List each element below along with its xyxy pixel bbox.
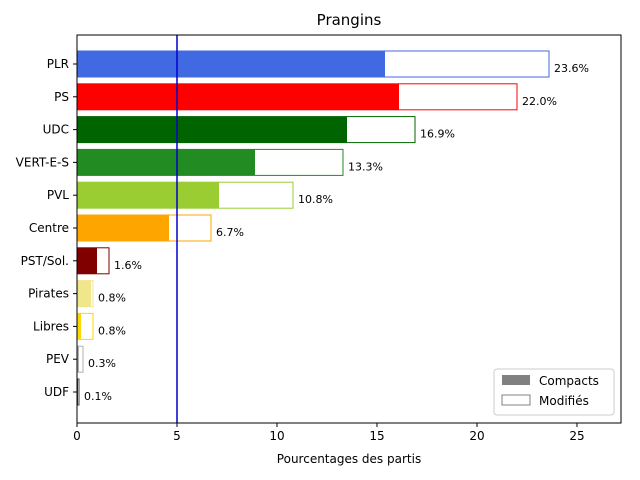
y-tick-label: PS	[54, 90, 69, 104]
value-label: 0.8%	[98, 292, 126, 305]
value-label: 1.6%	[114, 259, 142, 272]
y-tick-label: VERT-E-S	[16, 155, 69, 169]
y-tick-label: Centre	[29, 221, 69, 235]
y-tick-label: Libres	[33, 319, 69, 333]
x-tick-label: 0	[73, 429, 81, 443]
y-tick-label: PST/Sol.	[21, 254, 69, 268]
value-label: 23.6%	[554, 62, 589, 75]
legend: Compacts Modifiés	[493, 368, 615, 416]
plot-area: 23.6% PLR 22.0% PS 16.9% UDC 13.3% VERT-E-S 10.8…	[16, 35, 589, 443]
x-tick-label: 15	[369, 429, 384, 443]
x-tick-label: 25	[569, 429, 584, 443]
value-label: 13.3%	[348, 160, 383, 173]
legend-swatch-1	[501, 394, 531, 406]
plot-frame	[76, 34, 622, 424]
y-tick-label: PVL	[47, 188, 69, 202]
y-tick-label: Pirates	[28, 287, 69, 301]
x-tick-label: 20	[469, 429, 484, 443]
bar-compacts-pirates	[77, 280, 91, 307]
bar-compacts-pst-sol-	[77, 247, 97, 274]
bar-compacts-vert-e-s	[77, 149, 255, 176]
value-label: 22.0%	[522, 95, 557, 108]
value-label: 6.7%	[216, 226, 244, 239]
bar-compacts-ps	[77, 83, 399, 110]
value-label: 0.1%	[84, 390, 112, 403]
legend-swatch-0	[502, 375, 530, 385]
value-label: 16.9%	[420, 128, 455, 141]
legend-label-0: Compacts	[539, 374, 599, 388]
x-tick-label: 5	[173, 429, 181, 443]
bar-compacts-centre	[77, 215, 169, 241]
value-label: 10.8%	[298, 193, 333, 206]
bar-compacts-pev	[77, 346, 79, 373]
y-tick-label: PEV	[46, 352, 70, 366]
y-tick-label: PLR	[47, 57, 69, 71]
bar-compacts-pvl	[77, 182, 219, 209]
value-label: 0.8%	[98, 324, 126, 337]
x-axis-label: Pourcentages des partis	[277, 452, 421, 466]
chart-title: Prangins	[317, 11, 382, 29]
bar-compacts-libres	[77, 313, 81, 340]
x-tick-label: 10	[269, 429, 284, 443]
bar-compacts-plr	[77, 51, 385, 77]
bar-compacts-udc	[77, 116, 347, 143]
y-tick-label: UDF	[44, 385, 69, 399]
legend-label-1: Modifiés	[539, 394, 589, 408]
y-tick-label: UDC	[43, 123, 69, 137]
value-label: 0.3%	[88, 357, 116, 370]
